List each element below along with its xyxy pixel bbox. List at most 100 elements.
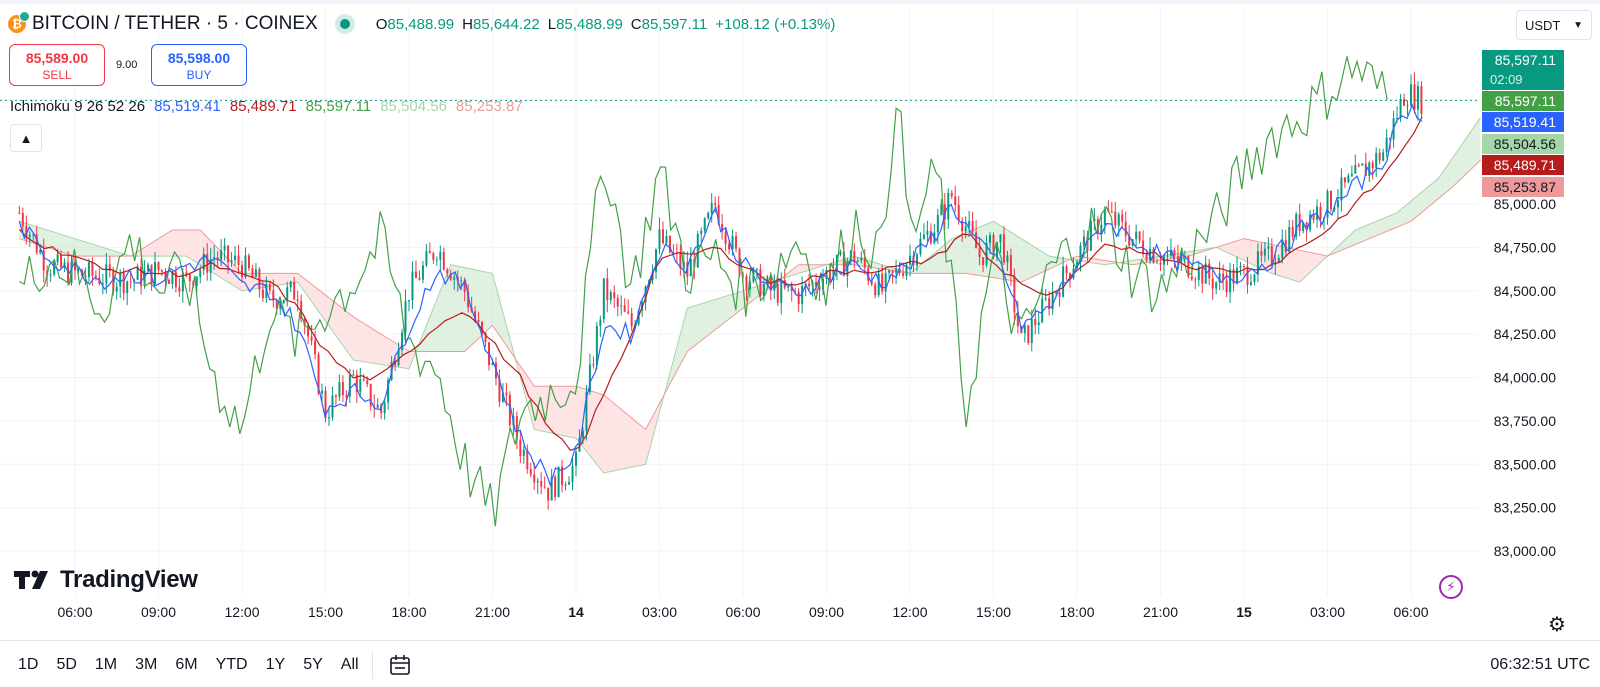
candle-body — [188, 274, 191, 282]
settings-gear-icon[interactable]: ⚙ — [1548, 614, 1566, 636]
candle-body — [1009, 255, 1012, 276]
price-chart[interactable]: 83,000.00 83,250.00 83,500.00 83,750.00 84,0… — [0, 0, 1600, 640]
currency-select[interactable]: USDT ▼ — [1516, 10, 1592, 40]
candle-body — [1350, 173, 1353, 176]
cloud-segment — [228, 258, 236, 287]
candle-body — [321, 390, 324, 394]
candle-body — [1065, 266, 1068, 274]
candle-body — [665, 235, 668, 244]
cloud-segment — [701, 301, 709, 341]
candle-body — [1055, 292, 1058, 294]
candle-body — [888, 270, 891, 273]
candle-body — [1246, 266, 1249, 285]
candle-body — [1166, 255, 1169, 257]
candle-body — [1312, 214, 1315, 220]
range-3m[interactable]: 3M — [135, 656, 158, 673]
market-status-icon[interactable] — [339, 19, 350, 29]
cloud-segment — [916, 261, 924, 274]
cloud-segment — [186, 230, 194, 261]
buy-button[interactable]: 85,598.00 BUY — [151, 44, 247, 86]
calendar-icon[interactable] — [388, 653, 412, 677]
candle-body — [352, 374, 355, 376]
range-1m[interactable]: 1M — [94, 656, 118, 673]
candle-body — [1305, 222, 1308, 230]
range-ytd[interactable]: YTD — [215, 656, 248, 673]
candle-body — [213, 257, 216, 260]
y-axis[interactable]: 83,000.00 83,250.00 83,500.00 83,750.00 84,0… — [1494, 196, 1556, 559]
close-value: 85,597.11 — [641, 15, 708, 33]
cloud-segment — [1014, 234, 1022, 283]
lightning-icon[interactable]: ⚡ — [1439, 575, 1463, 599]
cloud-segment — [589, 390, 597, 465]
clock-readout[interactable]: 06:32:51 UTC — [1490, 656, 1590, 673]
candle-body — [164, 271, 167, 281]
candle-body — [1218, 273, 1221, 283]
candle-body — [268, 283, 271, 291]
candle-body — [449, 273, 452, 280]
candle-body — [794, 291, 797, 293]
logo-text: TradingView — [60, 566, 198, 593]
x-tick-label: 06:00 — [57, 604, 92, 620]
cloud-segment — [1285, 247, 1293, 280]
indicator-legend[interactable]: Ichimoku 9 26 52 26 85,519.41 85,489.71 … — [10, 98, 523, 115]
sell-button[interactable]: 85,589.00 SELL — [9, 44, 105, 86]
low-label: L — [547, 15, 557, 33]
candle-body — [1288, 226, 1291, 252]
high-value: 85,644.22 — [472, 15, 540, 33]
cloud-segment — [1473, 117, 1481, 167]
candle-body — [891, 270, 894, 273]
range-6m[interactable]: 6M — [175, 656, 198, 673]
range-all[interactable]: All — [340, 656, 359, 673]
cloud-segment — [1216, 245, 1224, 251]
cloud-segment — [1237, 238, 1244, 261]
candle-body — [314, 340, 317, 355]
candle-body — [484, 333, 487, 343]
candle-body — [627, 311, 630, 314]
cloud-segment — [617, 406, 625, 471]
price-label-text: 85,489.71 — [1494, 157, 1556, 173]
x-axis[interactable]: 06:00 09:00 12:00 15:00 18:00 21:00 14 03:00 06:… — [57, 604, 1428, 620]
collapse-legend-button[interactable]: ▲ — [10, 124, 42, 152]
candle-body — [401, 332, 404, 351]
cloud-segment — [165, 230, 173, 257]
x-tick-label: 18:00 — [1059, 604, 1094, 620]
x-tick-label: 03:00 — [1310, 604, 1345, 620]
candle-body — [1048, 298, 1051, 310]
chevron-down-icon: ▼ — [1573, 19, 1583, 31]
price-label-box — [1482, 155, 1564, 175]
cloud-segment — [736, 290, 743, 314]
symbol-title[interactable]: BITCOIN / TETHER · 5 · COINEX — [32, 13, 318, 34]
candle-body — [460, 280, 463, 282]
candle-body — [241, 265, 243, 278]
candle-body — [971, 221, 974, 233]
price-label-text: 85,519.41 — [1494, 114, 1556, 130]
candle-body — [334, 395, 337, 397]
candle-body — [860, 257, 863, 261]
candle-body — [387, 379, 390, 403]
range-1d[interactable]: 1D — [18, 656, 39, 673]
cloud-segment — [923, 256, 931, 274]
candle-body — [1173, 250, 1176, 257]
candle-body — [825, 270, 828, 279]
range-1y[interactable]: 1Y — [265, 656, 286, 673]
candle-body — [815, 281, 818, 287]
candle-body — [623, 305, 626, 312]
candle-body — [926, 230, 929, 235]
candle-body — [846, 261, 849, 277]
candle-body — [755, 268, 758, 270]
candle-body — [748, 281, 751, 290]
candle-body — [1156, 262, 1159, 264]
candle-body — [1100, 224, 1103, 234]
candle-body — [21, 212, 24, 227]
price-label-text: 85,504.56 — [1494, 136, 1556, 152]
candle-body — [950, 192, 953, 197]
range-5y[interactable]: 5Y — [303, 656, 323, 673]
candle-body — [1079, 245, 1082, 262]
cloud-segment — [722, 295, 730, 325]
lagging-line — [19, 56, 1388, 527]
candle-body — [310, 336, 313, 341]
indicator-name[interactable]: Ichimoku 9 26 52 26 — [10, 98, 146, 115]
range-5d[interactable]: 5D — [56, 656, 77, 673]
candle-body — [1378, 152, 1381, 161]
cloud-segment — [1390, 212, 1398, 231]
